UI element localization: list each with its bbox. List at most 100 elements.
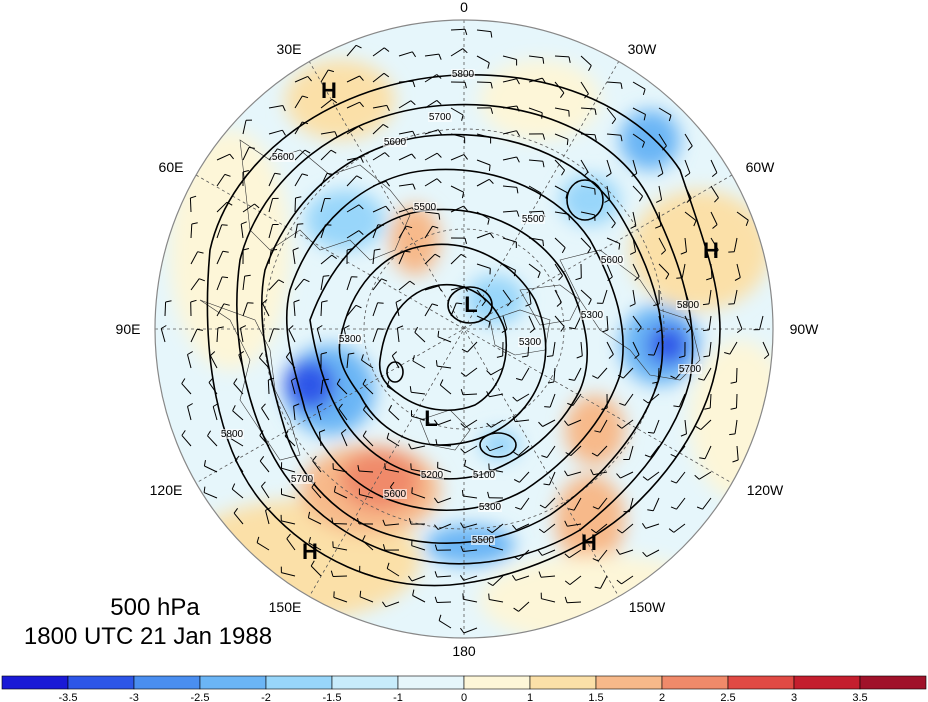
wind-barb-shaft <box>268 129 283 135</box>
wind-barb-flag <box>341 429 347 434</box>
wind-barb-flag <box>515 506 522 510</box>
wind-barb-shaft <box>704 445 712 459</box>
coastlines <box>199 139 701 461</box>
wind-barb-flag <box>374 248 381 251</box>
wind-barb-flag <box>456 302 463 305</box>
contour-label: 5600 <box>272 152 295 163</box>
wind-barb-shaft <box>518 601 530 612</box>
wind-barb-flag <box>303 278 310 283</box>
colorbar-swatch <box>1 675 69 690</box>
wind-barb-shaft <box>181 435 192 447</box>
wind-barb-flag <box>594 188 596 195</box>
wind-barb-flag <box>336 378 341 385</box>
wind-barb-flag <box>278 279 285 284</box>
contour-label: 5300 <box>581 310 604 321</box>
wind-barb-flag <box>436 100 442 105</box>
wind-barb-flag <box>460 522 464 529</box>
wind-barb-shaft <box>281 520 296 525</box>
wind-barb-shaft <box>733 237 738 252</box>
wind-barb-flag <box>464 82 467 89</box>
longitude-label-150e: 150E <box>269 599 302 615</box>
wind-barb-flag <box>231 483 236 490</box>
wind-barb-flag <box>319 429 326 433</box>
wind-barb-shaft <box>676 497 686 510</box>
wind-barb-shaft <box>450 185 464 193</box>
wind-barb-shaft <box>268 279 279 291</box>
wind-barb-shaft <box>424 129 439 135</box>
wind-barb-shaft <box>398 130 413 135</box>
wind-barb-shaft <box>463 627 478 634</box>
contour-label-bg <box>383 489 407 499</box>
wind-barb-flag <box>732 459 739 463</box>
contour-label-bg <box>451 69 475 79</box>
wind-barb-shaft <box>652 497 660 512</box>
wind-barb-shaft <box>698 471 712 480</box>
wind-barb-shaft <box>395 302 400 317</box>
wind-barb-shaft <box>598 497 608 510</box>
colorbar-tick-label: -1 <box>393 692 403 702</box>
wind-barb-flag <box>409 386 412 393</box>
wind-barb-shaft <box>436 601 452 603</box>
wind-barb-shaft <box>519 471 530 483</box>
wind-barb-flag <box>511 575 517 581</box>
wind-barb-flag <box>591 452 598 457</box>
wind-barb-shaft <box>190 278 200 291</box>
wind-barb-flag <box>569 327 576 330</box>
wind-barb-flag <box>190 195 197 199</box>
wind-barb-flag <box>333 485 336 492</box>
wind-barb-flag <box>358 230 364 235</box>
wind-barb-shaft <box>242 276 246 291</box>
wind-barb-flag <box>655 225 661 229</box>
wind-barb-flag <box>357 465 360 472</box>
wind-barb-flag <box>334 131 338 138</box>
contour-label-bg <box>678 364 702 374</box>
wind-barb-flag <box>488 321 491 328</box>
wind-barb-shaft <box>411 391 426 395</box>
wind-barb-flag <box>187 403 193 407</box>
wind-barb-flag <box>620 135 623 142</box>
wind-barb-flag <box>611 118 617 125</box>
wind-barb-flag <box>259 456 265 462</box>
wind-barb-flag <box>460 423 466 428</box>
wind-barb-flag <box>381 278 388 282</box>
wind-barb-flag <box>656 329 663 333</box>
wind-barb-shaft <box>463 523 478 529</box>
contour-label-bg <box>478 502 502 512</box>
wind-barb-shaft <box>216 174 226 187</box>
wind-barb-shaft <box>262 303 270 317</box>
wind-barb-flag <box>411 51 417 58</box>
wind-barb-flag <box>439 379 444 386</box>
wind-barb-flag <box>302 95 309 99</box>
wind-barb-flag <box>274 172 281 175</box>
wind-barb-flag <box>575 277 582 281</box>
wind-barb-flag <box>665 273 670 280</box>
wind-barb-shaft <box>372 124 384 135</box>
wind-barb-flag <box>292 247 299 251</box>
wind-barb-shaft <box>294 75 309 83</box>
wind-barb-flag <box>594 108 597 115</box>
wind-barb-shaft <box>709 393 712 409</box>
wind-barb-shaft <box>620 471 634 479</box>
contour-label: 5100 <box>473 470 496 481</box>
wind-barb-flag <box>297 223 304 225</box>
wind-barb-flag <box>411 153 416 159</box>
wind-barb-shaft <box>372 250 375 265</box>
wind-barb-shaft <box>681 263 686 278</box>
longitude-label-90e: 90E <box>116 321 141 337</box>
wind-barb-shaft <box>281 572 296 577</box>
wind-barb-shaft <box>528 107 543 114</box>
wind-barb-flag <box>160 325 167 329</box>
wind-barb-flag <box>242 248 250 251</box>
wind-barb-flag <box>537 272 541 279</box>
wind-barb-flag <box>694 474 700 480</box>
wind-barb-flag <box>620 82 623 89</box>
wind-barb-flag <box>711 172 718 177</box>
wind-barb-shaft <box>372 302 379 317</box>
wind-barb-flag <box>702 303 710 306</box>
colorbar-swatch <box>331 675 399 690</box>
wind-barb-flag <box>703 355 710 358</box>
wind-barb-flag <box>568 56 571 63</box>
wind-barb-shaft <box>294 149 306 161</box>
wind-barb-shaft <box>424 225 433 239</box>
wind-barb-shaft <box>411 415 426 421</box>
